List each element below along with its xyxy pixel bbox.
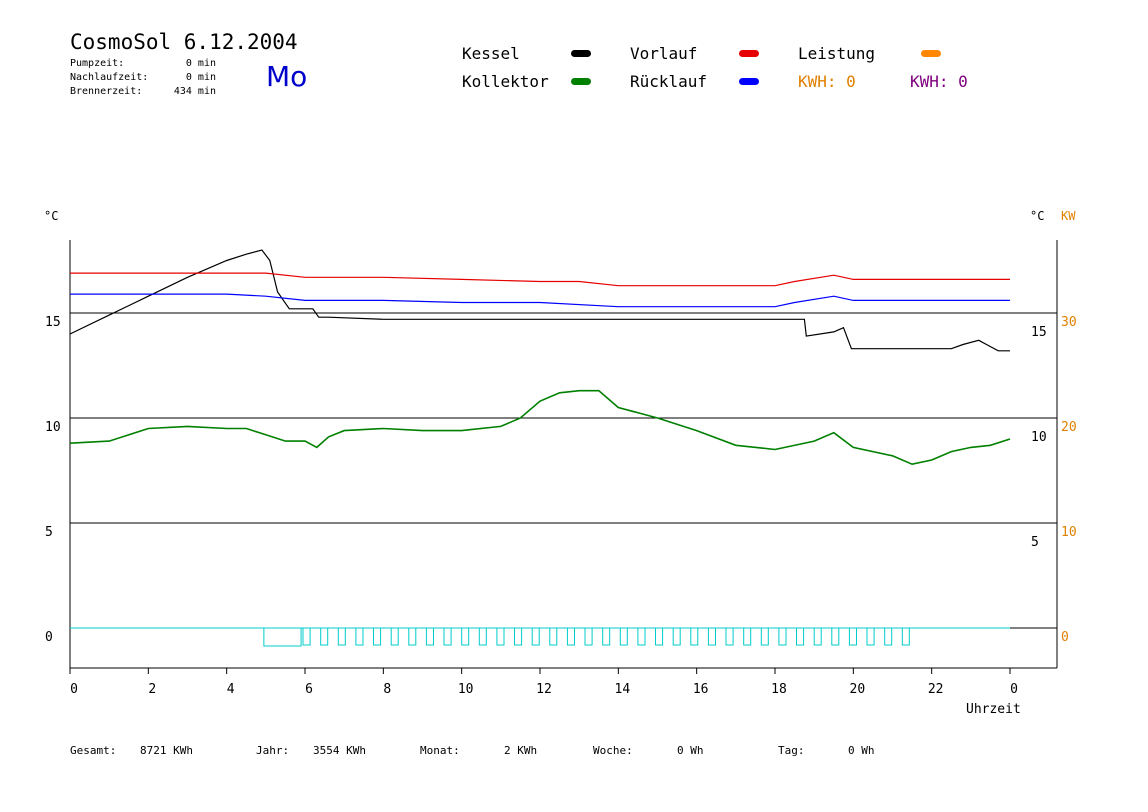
legend-label: Leistung [798,44,876,63]
series-line-3 [69,389,1011,466]
x-tick-label: 8 [383,682,391,697]
pump-pulses [263,628,910,647]
kwh-label: KWH: 0 [910,72,968,91]
x-tick-label: 0 [1010,682,1018,697]
x-tick-label: 12 [536,682,552,697]
total-label: Jahr: [256,744,290,757]
legend-swatch [571,50,591,57]
stat-label: Nachlaufzeit: [70,72,149,83]
total-value: 2 KWh [504,744,538,757]
page-title: CosmoSol 6.12.2004 [70,30,298,54]
y-tick-label-kw: 10 [1061,525,1077,540]
y-tick-label-kw: 20 [1061,420,1077,435]
y-axis-right-unit: °C [1030,209,1045,223]
y-tick-label-right: 5 [1031,535,1039,550]
legend-label: Kessel [462,44,520,63]
legend-label: Rücklauf [630,72,708,91]
x-tick-label: 4 [227,682,235,697]
stat-value: 0 min [185,72,216,83]
weekday-label: Mo [266,60,308,93]
x-tick-label: 0 [70,682,78,697]
x-tick-label: 20 [850,682,866,697]
series-line-2 [70,293,1010,308]
total-value: 0 Wh [848,744,875,757]
legend-label: Vorlauf [630,44,698,63]
x-tick-label: 2 [148,682,156,697]
y-tick-label-left: 0 [45,630,53,645]
y-tick-label-kw: 30 [1061,315,1077,330]
x-tick-label: 16 [693,682,709,697]
total-value: 8721 KWh [140,744,193,757]
stat-value: 434 min [173,86,216,97]
total-label: Tag: [778,744,805,757]
legend-label: Kollektor [462,72,549,91]
stat-label: Pumpzeit: [70,58,125,69]
y-axis-left-unit: °C [44,209,59,223]
total-label: Monat: [420,744,460,757]
y-tick-label-left: 5 [45,525,53,540]
y-tick-label-kw: 0 [1061,630,1069,645]
legend-swatch [921,50,941,57]
legend-swatch [739,50,759,57]
x-tick-label: 14 [615,682,631,697]
total-value: 3554 KWh [313,744,366,757]
x-tick-label: 10 [458,682,474,697]
y-tick-label-right: 10 [1031,430,1047,445]
y-tick-label-right: 15 [1031,325,1047,340]
stat-label: Brennerzeit: [70,86,143,97]
x-tick-label: 22 [928,682,944,697]
y-axis-right-kw-unit: KW [1061,209,1076,223]
series-line-0 [69,249,1010,352]
legend-swatch [571,78,591,85]
x-axis-label: Uhrzeit [966,702,1021,717]
y-tick-label-left: 10 [45,420,61,435]
total-value: 0 Wh [677,744,704,757]
stat-value: 0 min [185,58,216,69]
kwh-label: KWH: 0 [798,72,856,91]
x-tick-label: 6 [305,682,313,697]
series-line-1 [70,272,1010,287]
x-tick-label: 18 [771,682,787,697]
total-label: Woche: [593,744,633,757]
y-tick-label-left: 15 [45,315,61,330]
total-label: Gesamt: [70,744,117,757]
legend-swatch [739,78,759,85]
